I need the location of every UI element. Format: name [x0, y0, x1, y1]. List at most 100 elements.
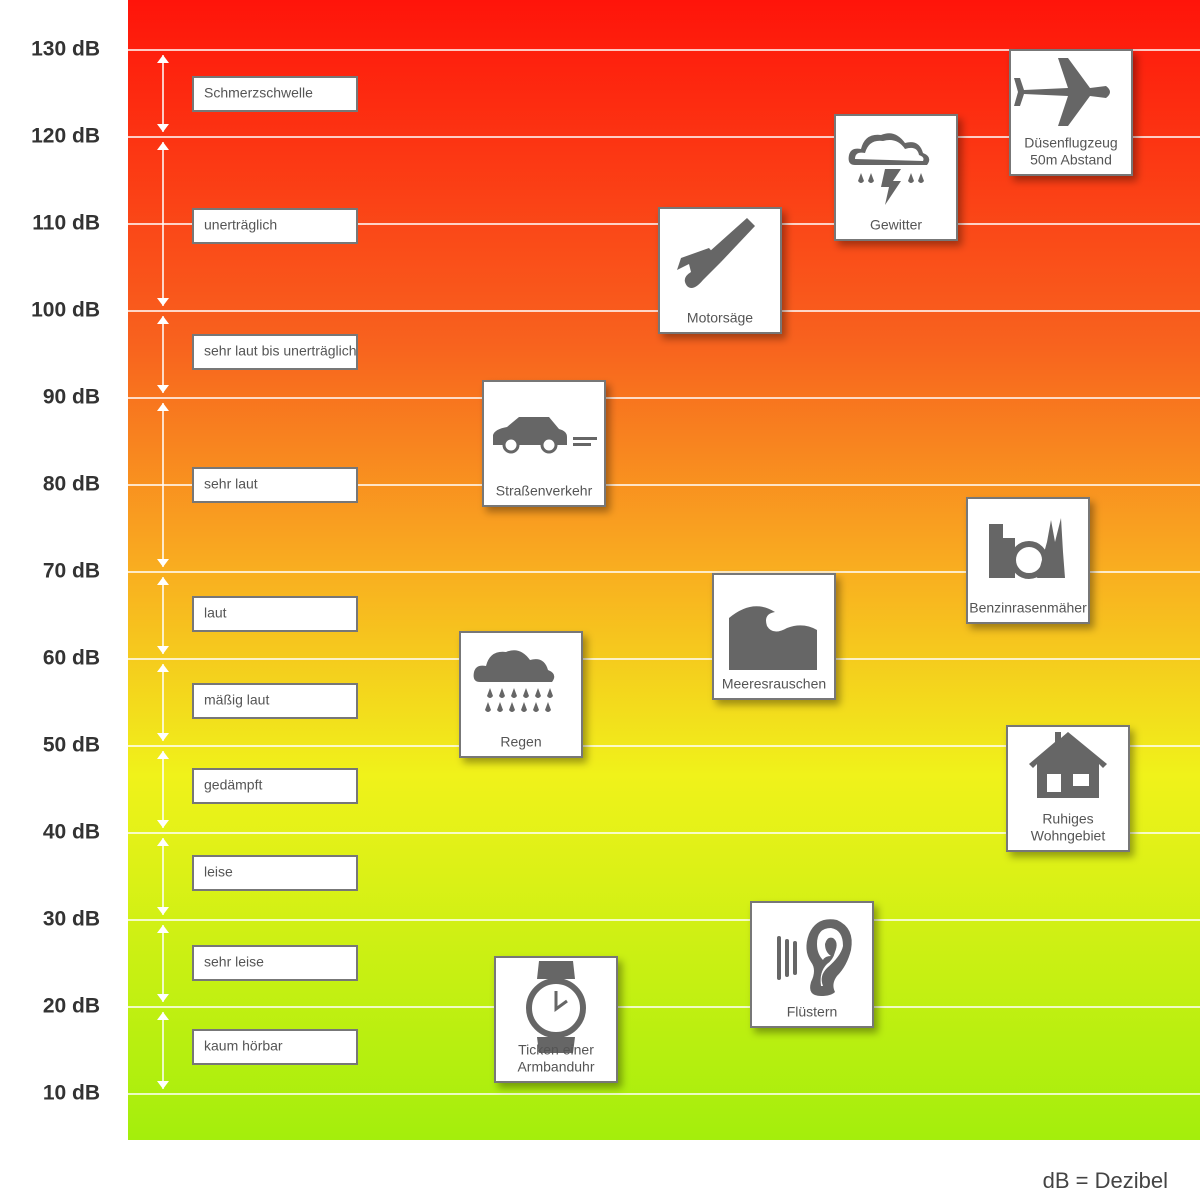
icon [1037, 518, 1065, 578]
icon [547, 688, 553, 698]
range-box [192, 1029, 358, 1065]
item-label: Armbanduhr [517, 1059, 594, 1075]
range-label: unerträglich [204, 217, 277, 233]
item-label: 50m Abstand [1030, 152, 1112, 168]
icon [881, 169, 901, 205]
icon [487, 688, 493, 698]
icon [868, 173, 874, 183]
item-card: Regen [459, 631, 583, 758]
item-card: Motorsäge [658, 207, 782, 334]
range-box [192, 596, 358, 632]
item-card: Straßenverkehr [482, 380, 606, 507]
icon [485, 702, 491, 712]
item-label: Benzinrasenmäher [969, 600, 1087, 616]
icon [511, 688, 517, 698]
icon [729, 606, 817, 670]
level-label: 20 dB [43, 995, 100, 1018]
range-arrow [157, 1012, 169, 1089]
level-label: 90 dB [43, 386, 100, 409]
item-label: Wohngebiet [1031, 828, 1106, 844]
range-arrow [157, 577, 169, 654]
icon [793, 941, 797, 975]
level-label: 10 dB [43, 1082, 100, 1105]
icon-group [677, 218, 755, 288]
range-box [192, 467, 358, 503]
level-label: 130 dB [31, 38, 100, 61]
icon [848, 133, 930, 165]
item-label: Flüstern [787, 1004, 838, 1020]
range-label: leise [204, 864, 233, 880]
item-label: Düsenflugzeug [1024, 135, 1117, 151]
level-label: 80 dB [43, 473, 100, 496]
icon [535, 688, 541, 698]
range-box [192, 76, 358, 112]
item-card: Gewitter [834, 114, 958, 241]
range-label: mäßig laut [204, 692, 269, 708]
range-box [192, 334, 358, 370]
level-label: 120 dB [31, 125, 100, 148]
range-box [192, 768, 358, 804]
range-arrow [157, 925, 169, 1002]
icon-group [777, 919, 852, 996]
level-label: 60 dB [43, 647, 100, 670]
icon [989, 524, 1015, 578]
icon [499, 688, 505, 698]
icon [523, 688, 529, 698]
range-arrow [157, 316, 169, 393]
range-box [192, 208, 358, 244]
icon-group [729, 606, 817, 670]
icon-group [989, 518, 1065, 579]
footer: dB = Dezibel [1043, 1168, 1168, 1193]
icon [509, 702, 515, 712]
card-box [750, 901, 874, 1028]
icon [709, 218, 755, 262]
range-label: sehr leise [204, 954, 264, 970]
item-label: Gewitter [870, 217, 922, 233]
range-box [192, 683, 358, 719]
item-card: Flüstern [750, 901, 874, 1028]
range-label: kaum hörbar [204, 1038, 283, 1054]
range-label: sehr laut bis unerträglich [204, 343, 357, 359]
item-label: Straßenverkehr [496, 483, 593, 499]
icon [537, 961, 575, 1053]
item-label: Ticken einer [518, 1042, 594, 1058]
icon-group [1029, 732, 1107, 798]
icon [502, 436, 520, 454]
icon-group [1014, 58, 1110, 126]
icon [497, 702, 503, 712]
item-label: Motorsäge [687, 310, 753, 326]
icon [785, 939, 789, 977]
range-box [192, 855, 358, 891]
icon [858, 173, 864, 183]
icon [677, 248, 721, 288]
range-label: laut [204, 605, 227, 621]
item-card: Benzinrasenmäher [966, 497, 1090, 624]
icon [1014, 58, 1110, 126]
range-arrow [157, 55, 169, 132]
range-box [192, 945, 358, 981]
range-label: gedämpft [204, 777, 262, 793]
icon [533, 702, 539, 712]
icon [540, 436, 558, 454]
level-label: 30 dB [43, 908, 100, 931]
icon [521, 702, 527, 712]
icon [573, 437, 597, 440]
icon [1029, 732, 1107, 798]
level-label: 50 dB [43, 734, 100, 757]
icon [908, 173, 914, 183]
range-arrow [157, 838, 169, 915]
icon [777, 936, 781, 980]
range-arrow [157, 664, 169, 741]
level-label: 40 dB [43, 821, 100, 844]
icon [545, 702, 551, 712]
level-label: 100 dB [31, 299, 100, 322]
icon-group [493, 417, 597, 454]
range-arrow [157, 751, 169, 828]
icon [918, 173, 924, 183]
icon [573, 443, 591, 446]
item-label: Ruhiges [1042, 811, 1093, 827]
card-box [658, 207, 782, 334]
